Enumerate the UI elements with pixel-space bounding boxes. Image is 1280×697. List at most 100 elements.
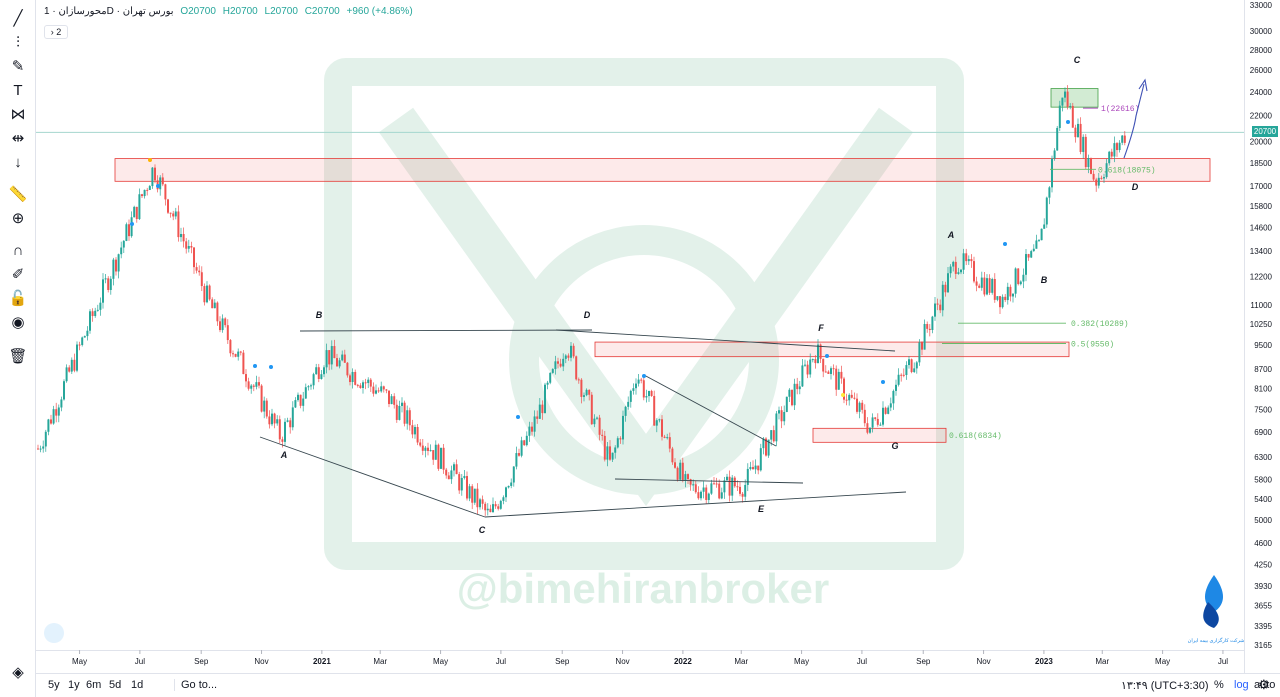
candle-body: [580, 379, 583, 397]
eye-icon[interactable]: ◉: [11, 314, 25, 331]
candle-body: [637, 379, 640, 384]
candle-body: [356, 384, 359, 386]
lock-drawing-icon[interactable]: ✐: [11, 266, 25, 283]
legend-interval[interactable]: 1D: [44, 6, 114, 17]
candle-body: [351, 371, 354, 383]
candle-body: [1116, 143, 1118, 151]
candle-body: [687, 474, 689, 480]
candle-body: [416, 426, 419, 443]
candle-body: [291, 407, 294, 428]
candle-body: [970, 259, 973, 262]
candle-body: [871, 417, 874, 428]
zoom-icon[interactable]: ⊕: [11, 210, 25, 227]
price-axis[interactable]: 33000 30000 28000 26000 24000 22000 20000 18500…: [1244, 0, 1273, 673]
candle-body: [39, 448, 42, 450]
legend-symbol[interactable]: محورسازان: [58, 6, 107, 17]
candle-body: [299, 394, 302, 406]
measure-icon[interactable]: ⇹: [11, 130, 25, 147]
brush-icon[interactable]: ✎: [11, 58, 25, 75]
price-tick-label: 8700: [1254, 365, 1272, 374]
candle-body: [525, 435, 528, 446]
candle-body: [372, 386, 375, 394]
fib-tool-icon[interactable]: ⫶: [16, 33, 20, 51]
candle-body: [720, 492, 723, 499]
candle-body: [676, 467, 679, 480]
arrow-down-icon[interactable]: ↓: [14, 153, 22, 171]
candle-body: [671, 448, 674, 463]
candle-body: [728, 476, 731, 496]
auto-toggle[interactable]: auto: [1254, 679, 1276, 691]
candle-body: [926, 323, 929, 329]
log-toggle[interactable]: log: [1234, 679, 1249, 691]
candle-body: [406, 410, 409, 424]
candle-body: [398, 405, 401, 420]
candle-body: [419, 442, 422, 446]
percent-toggle[interactable]: %: [1214, 679, 1224, 691]
candle-body: [263, 400, 266, 412]
price-tick-label: 20000: [1250, 138, 1273, 147]
candle-body: [752, 467, 754, 470]
candle-body: [198, 270, 201, 273]
candle-body: [905, 365, 908, 375]
candle-body: [226, 325, 229, 341]
candle-body: [1113, 143, 1116, 157]
goto-button[interactable]: Go to...: [174, 679, 217, 691]
candle-body: [895, 384, 897, 391]
candle-body: [492, 504, 494, 513]
candle-body: [242, 352, 245, 375]
candle-body: [367, 379, 370, 383]
indicators-collapse-button[interactable]: › 2: [44, 25, 68, 39]
candle-body: [585, 389, 588, 396]
unlock-icon[interactable]: 🔓: [8, 290, 28, 307]
candle-body: [918, 342, 921, 363]
watermark-layer: @bimehiranbroker شرکت کارگزاری بیمه ایران: [44, 58, 1244, 644]
price-tick-label: 6900: [1254, 428, 1272, 437]
range-6m[interactable]: 6m: [86, 679, 102, 691]
candle-body: [921, 342, 923, 350]
candle-body: [663, 436, 666, 438]
candle-body: [47, 419, 50, 432]
candle-body: [798, 386, 801, 390]
candle-body: [307, 386, 310, 388]
magnet-icon[interactable]: ∩: [12, 241, 24, 259]
price-tick-label: 5000: [1254, 516, 1272, 525]
time-tick-label: Sep: [916, 657, 931, 666]
candle-body: [161, 177, 164, 185]
time-tick-label: 2023: [1035, 657, 1053, 666]
candle-body: [268, 416, 271, 425]
price-tick-label: 3165: [1254, 641, 1272, 650]
candle-body: [393, 396, 396, 405]
candle-body: [973, 261, 975, 282]
text-icon[interactable]: T: [13, 81, 23, 99]
clock-readout[interactable]: ۱۳:۴۹ (UTC+3:30): [1121, 680, 1209, 692]
candle-body: [549, 372, 552, 383]
trash-icon[interactable]: 🗑: [8, 348, 28, 365]
price-tick-label: 3395: [1254, 622, 1272, 631]
range-1y[interactable]: 1y: [68, 679, 80, 691]
range-5d[interactable]: 5d: [109, 679, 122, 691]
time-axis[interactable]: May Jul Sep Nov 2021 Mar May Jul Sep Nov 2022 Mar Ma…: [36, 650, 1244, 666]
chart-settings-icon[interactable]: ⚙: [1258, 677, 1270, 692]
candle-body: [1053, 150, 1056, 159]
trend-line-icon[interactable]: ╱: [13, 10, 23, 27]
layers-icon[interactable]: ◈: [12, 664, 24, 681]
candle-body: [401, 402, 403, 406]
price-chart[interactable]: @bimehiranbroker شرکت کارگزاری بیمه ایران…: [36, 0, 1280, 673]
candle-body: [323, 367, 325, 375]
signal-dot: [642, 374, 646, 378]
candle-body: [679, 462, 682, 480]
arrow-head-icon: [1138, 78, 1148, 92]
candle-body: [167, 199, 169, 213]
candle-body: [791, 389, 793, 406]
candle-body: [258, 382, 260, 386]
candle-body: [91, 311, 94, 317]
candle-body: [804, 364, 806, 366]
candle-body: [380, 386, 383, 392]
candle-body: [458, 474, 461, 491]
range-1d[interactable]: 1d: [131, 679, 144, 691]
pattern-icon[interactable]: ⋈: [10, 106, 26, 123]
range-5y[interactable]: 5y: [48, 679, 60, 691]
candle-body: [993, 278, 996, 300]
ruler-icon[interactable]: 📏: [8, 186, 28, 203]
price-tick-label: 3930: [1254, 582, 1272, 591]
